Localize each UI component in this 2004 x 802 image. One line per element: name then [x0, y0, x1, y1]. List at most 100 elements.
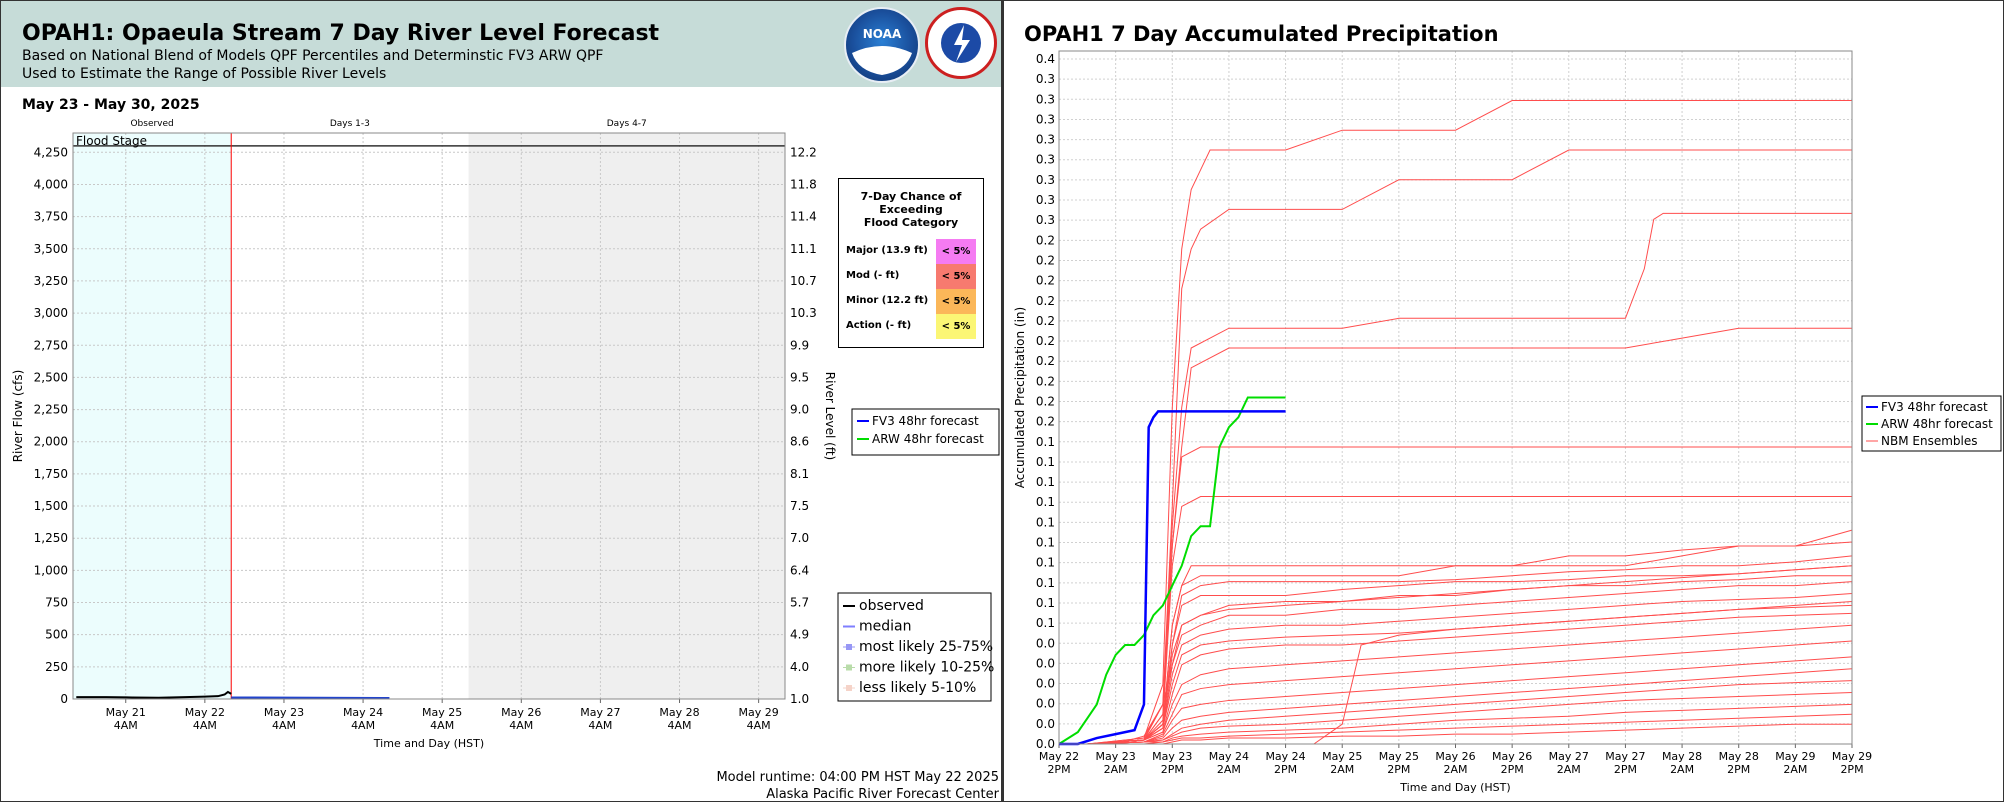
- y-tick-label: 0.1: [1036, 556, 1055, 570]
- y-tick-label: 0.3: [1036, 112, 1055, 126]
- y-tick-label: 0: [60, 692, 68, 706]
- x-tick-time: 2PM: [1387, 763, 1410, 776]
- y-tick-label: 0.0: [1036, 737, 1055, 751]
- nbm-ensemble-line: [1087, 575, 1852, 745]
- legend-label: observed: [859, 598, 924, 614]
- forecast-legend: FV3 48hr forecast ARW 48hr forecast: [851, 408, 1000, 456]
- x-tick-day: May 22: [185, 706, 225, 719]
- precip-legend: FV3 48hr forecast ARW 48hr forecast NBM En…: [1861, 395, 2002, 452]
- x-tick-day: May 28: [659, 706, 699, 719]
- x-tick-day: May 25: [422, 706, 462, 719]
- y-tick-label: 0.3: [1036, 153, 1055, 167]
- nbm-ensemble-line: [1087, 624, 1853, 745]
- median-line: [231, 696, 390, 699]
- date-range: May 23 - May 30, 2025: [22, 97, 200, 113]
- y2-tick-label: 7.0: [790, 531, 809, 545]
- flood-row-label: Mod (- ft): [846, 270, 900, 281]
- nbm-ensemble-line: [1087, 723, 1852, 745]
- y-tick-label: 0.1: [1036, 455, 1055, 469]
- x-tick-day: May 26: [1435, 750, 1475, 763]
- x-tick-time: 4AM: [509, 719, 533, 732]
- x-tick-time: 2AM: [1443, 763, 1467, 776]
- days-4-7-shade: [468, 133, 785, 699]
- x-tick-time: 2PM: [1274, 763, 1297, 776]
- y2-tick-label: 5.7: [790, 596, 809, 610]
- precipitation-chart: 0.0 0.0 0.0 0.0 0.0 0.0 0.1 0.1 0.1 0.1 0.1 0.1 0.1 0…: [1013, 50, 2002, 794]
- flood-table-title: 7-Day Chance of Exceeding Flood Category: [860, 190, 962, 229]
- y-tick-label: 2,000: [34, 435, 68, 449]
- y-tick-label: 3,250: [34, 274, 68, 288]
- flood-row-label: Minor (12.2 ft): [846, 295, 929, 306]
- forecast-header: OPAH1: Opaeula Stream 7 Day River Level …: [1, 1, 1001, 87]
- nbm-ensemble-line: [1087, 713, 1853, 745]
- x-tick-time: 2AM: [1670, 763, 1694, 776]
- y-tick-label: 0.1: [1036, 616, 1055, 630]
- y-tick-label: 0.0: [1036, 717, 1055, 731]
- observed-line: [76, 690, 232, 699]
- y2-tick-label: 11.8: [790, 177, 817, 191]
- flood-row-label: Major (13.9 ft): [846, 245, 928, 256]
- noaa-logo: NOAA: [844, 7, 920, 83]
- x-tick-day: May 25: [1322, 750, 1362, 763]
- y2-tick-label: 12.2: [790, 145, 817, 159]
- y-axis-label: Accumulated Precipitation (in): [1013, 307, 1027, 488]
- y-tick-label: 1,000: [34, 563, 68, 577]
- y-tick-label: 0.1: [1036, 435, 1055, 449]
- nbm-ensemble-line: [1087, 703, 1853, 745]
- y-tick-label: 0.2: [1036, 253, 1055, 267]
- nbm-ensemble-line: [1087, 565, 1853, 745]
- x-tick-time: 2PM: [1501, 763, 1524, 776]
- legend-label: FV3 48hr forecast: [872, 414, 979, 428]
- y2-tick-label: 9.5: [790, 370, 809, 384]
- x-tick-day: May 29: [1832, 750, 1872, 763]
- y-tick-label: 750: [45, 596, 68, 610]
- legend-swatch: [846, 664, 852, 671]
- x-axis-label: Time and Day (HST): [1399, 781, 1510, 794]
- flood-stage-label: Flood Stage: [76, 134, 147, 148]
- nbm-ensemble-line: [1087, 668, 1853, 745]
- legend-box: [851, 408, 1000, 456]
- y2-tick-label: 11.4: [790, 210, 817, 224]
- nws-logo: [925, 7, 997, 79]
- y-tick-label: 0.1: [1036, 576, 1055, 590]
- legend-box: [837, 592, 992, 702]
- legend-swatch: [846, 685, 852, 691]
- x-tick-time: 2PM: [1840, 763, 1863, 776]
- flood-row: Mod (- ft) < 5%: [839, 264, 983, 289]
- x-tick-time: 2AM: [1557, 763, 1581, 776]
- y-tick-label: 3,500: [34, 242, 68, 256]
- x-tick-day: May 23: [264, 706, 304, 719]
- flood-chance-table: 7-Day Chance of Exceeding Flood Category…: [838, 178, 984, 348]
- x-tick-day: May 24: [343, 706, 383, 719]
- x-tick-day: May 24: [1209, 750, 1249, 763]
- nbm-ensemble-line: [1087, 496, 1852, 745]
- x-tick-time: 2AM: [1217, 763, 1241, 776]
- x-tick-day: May 28: [1662, 750, 1702, 763]
- legend-label: less likely 5-10%: [859, 680, 976, 696]
- y-tick-label: 0.2: [1036, 314, 1055, 328]
- legend-label: median: [859, 619, 911, 635]
- y-tick-label: 0.2: [1036, 274, 1055, 288]
- y2-tick-label: 4.9: [790, 628, 809, 642]
- legend-label: ARW 48hr forecast: [872, 432, 984, 446]
- nbm-ensemble-line: [1087, 541, 1853, 745]
- nbm-ensemble-line: [1087, 692, 1853, 745]
- nbm-ensemble-line: [1115, 565, 1853, 745]
- flood-row-label: Action (- ft): [846, 320, 912, 331]
- plot-border: [1058, 50, 1853, 745]
- x-tick-day: May 26: [1492, 750, 1532, 763]
- y2-tick-label: 7.5: [790, 499, 809, 513]
- flood-row: Minor (12.2 ft) < 5%: [839, 289, 983, 314]
- y2-tick-label: 10.3: [790, 306, 817, 320]
- river-flow-chart: 0 1.0 250 4.0 500 4.9 750 5.7 1,000 6.4 1,250 7.0 1,…: [11, 119, 1000, 750]
- legend-label: ARW 48hr forecast: [1881, 417, 1993, 431]
- nbm-ensemble-line: [1087, 640, 1853, 745]
- x-axis-label: Time and Day (HST): [373, 737, 484, 750]
- y-tick-label: 0.0: [1036, 697, 1055, 711]
- x-tick-day: May 27: [580, 706, 620, 719]
- y2-tick-label: 4.0: [790, 660, 809, 674]
- y-tick-label: 0.3: [1036, 213, 1055, 227]
- x-tick-time: 2AM: [1330, 763, 1354, 776]
- flood-row: Action (- ft) < 5%: [839, 314, 983, 339]
- y-tick-label: 3,000: [34, 306, 68, 320]
